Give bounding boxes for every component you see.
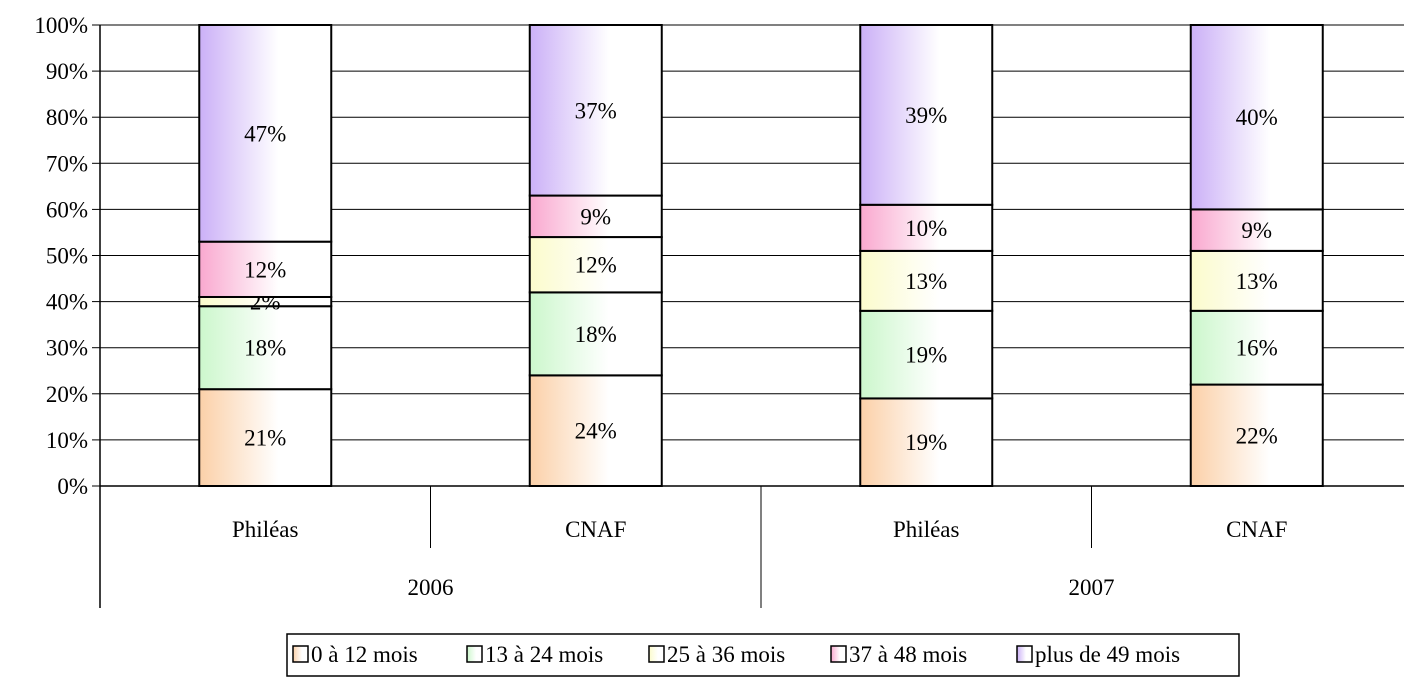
data-label: 19% bbox=[905, 343, 947, 368]
y-tick-labels: 0% 10% 20% 30% 40% 50% 60% 70% 80% 90% 100% bbox=[34, 13, 88, 499]
bar-segment bbox=[1189, 383, 1324, 487]
y-tick-label: 70% bbox=[46, 151, 88, 176]
data-label: 21% bbox=[244, 426, 286, 451]
bar-segment bbox=[528, 291, 663, 377]
y-tick-label: 100% bbox=[34, 13, 88, 38]
data-label: 16% bbox=[1236, 336, 1278, 361]
y-tick-label: 20% bbox=[46, 382, 88, 407]
y-tick-label: 50% bbox=[46, 244, 88, 269]
bar-segment bbox=[859, 24, 994, 206]
group-label: 2006 bbox=[408, 575, 454, 600]
bar-segment bbox=[1189, 24, 1324, 211]
legend-swatch bbox=[466, 645, 483, 663]
data-label: 12% bbox=[244, 257, 286, 282]
data-label: 37% bbox=[575, 98, 617, 123]
bar-segment bbox=[859, 309, 994, 400]
legend-swatch bbox=[292, 645, 309, 663]
legend: 0 à 12 mois 13 à 24 mois 25 à 36 mois 37 à … bbox=[286, 633, 1240, 677]
data-label: 47% bbox=[244, 121, 286, 146]
data-label: 22% bbox=[1236, 423, 1278, 448]
legend-label: 37 à 48 mois bbox=[849, 642, 967, 667]
data-label: 9% bbox=[1241, 218, 1272, 243]
x-axis-labels: Philéas CNAF Philéas CNAF 2006 2007 bbox=[232, 517, 1287, 600]
data-label: 19% bbox=[905, 430, 947, 455]
y-tick-label: 10% bbox=[46, 428, 88, 453]
legend-swatch bbox=[830, 645, 847, 663]
axes bbox=[99, 25, 1404, 608]
bar-segment bbox=[198, 305, 333, 391]
y-tick-label: 0% bbox=[57, 474, 88, 499]
data-label: 13% bbox=[905, 269, 947, 294]
category-label: Philéas bbox=[893, 517, 959, 542]
legend-box bbox=[286, 633, 1240, 677]
y-tick-label: 90% bbox=[46, 59, 88, 84]
data-label: 40% bbox=[1236, 105, 1278, 130]
y-tick-label: 40% bbox=[46, 290, 88, 315]
legend-label: 0 à 12 mois bbox=[311, 642, 418, 667]
data-label: 13% bbox=[1236, 269, 1278, 294]
group-label: 2007 bbox=[1069, 575, 1115, 600]
y-tick-label: 60% bbox=[46, 197, 88, 222]
legend-swatch bbox=[1016, 645, 1033, 663]
data-label: 39% bbox=[905, 103, 947, 128]
bar-segment bbox=[528, 194, 663, 239]
data-label: 18% bbox=[244, 336, 286, 361]
data-label: 9% bbox=[580, 204, 611, 229]
data-label: 24% bbox=[575, 419, 617, 444]
legend-label: plus de 49 mois bbox=[1035, 642, 1180, 667]
legend-label: 25 à 36 mois bbox=[667, 642, 785, 667]
y-tick-label: 80% bbox=[46, 105, 88, 130]
bar-segment bbox=[198, 24, 333, 243]
category-label: Philéas bbox=[232, 517, 298, 542]
bars: 21%18%2%12%47%24%18%12%9%37%19%19%13%10%… bbox=[198, 24, 1324, 487]
bar-segment bbox=[528, 24, 663, 197]
bar-segment bbox=[1189, 208, 1324, 252]
data-label: 12% bbox=[575, 253, 617, 278]
legend-label: 13 à 24 mois bbox=[485, 642, 603, 667]
category-label: CNAF bbox=[565, 517, 626, 542]
bar-segment bbox=[859, 249, 994, 312]
y-tick-label: 30% bbox=[46, 336, 88, 361]
legend-swatch bbox=[648, 645, 665, 663]
data-label: 18% bbox=[575, 322, 617, 347]
category-label: CNAF bbox=[1226, 517, 1287, 542]
bar-segment bbox=[859, 397, 994, 487]
data-label: 10% bbox=[905, 216, 947, 241]
